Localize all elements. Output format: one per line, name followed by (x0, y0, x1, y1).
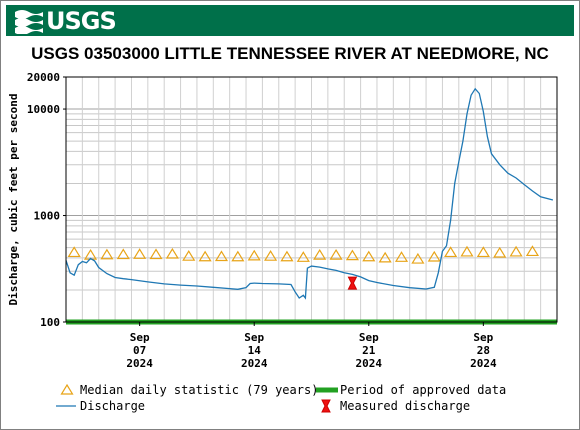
median-marker (198, 250, 212, 262)
x-tick-label: Sep (244, 331, 264, 344)
median-marker (149, 248, 163, 260)
x-tick-label: 2024 (241, 357, 268, 370)
median-marker (296, 251, 310, 262)
x-tick-label: 14 (248, 344, 262, 357)
y-tick-label: 1000 (34, 210, 61, 223)
median-marker (345, 249, 359, 261)
usgs-logo[interactable]: USGS (14, 6, 117, 35)
median-marker (231, 250, 245, 262)
y-tick-label: 10000 (27, 103, 60, 116)
discharge-line-layer (65, 87, 554, 300)
legend-label: Period of approved data (340, 383, 506, 397)
median-marker (67, 246, 81, 258)
plot-border (65, 76, 558, 323)
median-marker (280, 250, 294, 262)
y-tick-label: 100 (40, 316, 60, 329)
median-marker (214, 250, 229, 262)
median-marker (133, 248, 147, 259)
x-tick-label: 2024 (126, 357, 153, 370)
median-marker (247, 249, 261, 261)
median-markers-layer (67, 245, 540, 264)
axis-layer: 10010001000020000Sep072024Sep142024Sep21… (27, 71, 497, 370)
discharge-line (65, 87, 554, 300)
x-tick-label: Sep (473, 331, 493, 344)
median-marker (525, 245, 540, 257)
median-marker (476, 246, 490, 258)
median-marker (165, 247, 179, 259)
grid-layer (66, 77, 557, 322)
hourglass-icon (321, 399, 331, 413)
usgs-logo-text: USGS (46, 6, 117, 35)
x-tick-label: 21 (362, 344, 376, 357)
usgs-header-bar: USGS (6, 5, 574, 36)
median-marker (493, 246, 507, 258)
y-axis-label: Discharge, cubic feet per second (7, 94, 20, 306)
median-marker (394, 251, 409, 262)
legend-label: Measured discharge (340, 399, 470, 413)
median-marker (264, 250, 278, 261)
chart-title: USGS 03503000 LITTLE TENNESSEE RIVER AT … (31, 44, 549, 63)
median-marker (100, 248, 114, 260)
legend-label: Median daily statistic (79 years) (80, 383, 318, 397)
median-marker (313, 248, 327, 260)
y-tick-label: 20000 (27, 71, 60, 84)
median-marker (427, 250, 441, 262)
x-tick-label: 2024 (356, 357, 383, 370)
measured-discharge-marker (347, 276, 358, 290)
x-tick-label: Sep (359, 331, 379, 344)
median-marker (362, 250, 376, 262)
x-tick-label: 07 (133, 344, 146, 357)
median-marker (411, 252, 425, 264)
median-marker (329, 248, 343, 260)
measured-markers-layer (347, 276, 358, 290)
median-marker (509, 245, 523, 257)
median-marker (116, 248, 130, 260)
x-tick-label: Sep (130, 331, 150, 344)
median-marker (182, 250, 196, 261)
median-marker (444, 246, 458, 258)
legend: Median daily statistic (79 years) Period … (56, 383, 506, 413)
triangle-icon (60, 383, 74, 395)
median-marker (460, 245, 474, 257)
usgs-wave-icon (15, 9, 43, 34)
median-marker (378, 251, 392, 263)
x-tick-label: 2024 (470, 357, 497, 370)
legend-label: Discharge (80, 399, 145, 413)
x-tick-label: 28 (477, 344, 490, 357)
